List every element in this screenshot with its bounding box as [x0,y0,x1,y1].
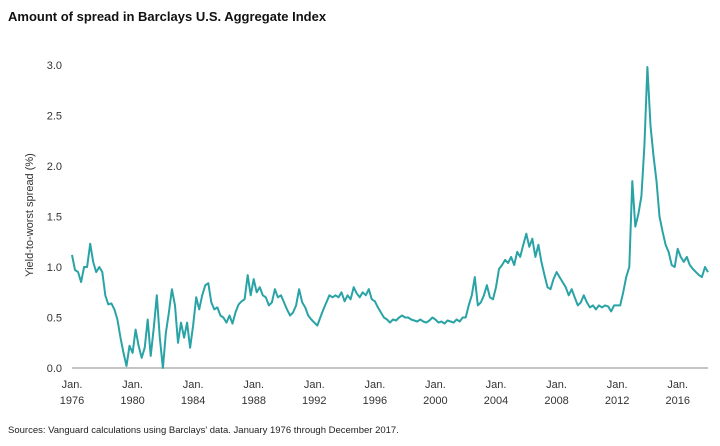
x-tick-year: 2016 [665,395,689,407]
chart-title: Amount of spread in Barclays U.S. Aggreg… [8,9,327,24]
x-tick-year: 2012 [605,395,629,407]
x-tick-month: Jan. [243,379,264,391]
y-axis-label: Yield-to-worst spread (%) [24,153,36,277]
y-tick-label: 1.5 [47,212,62,224]
x-tick-month: Jan. [486,379,507,391]
x-tick-month: Jan. [425,379,446,391]
x-tick-year: 2000 [423,395,447,407]
x-tick-year: 1992 [302,395,326,407]
y-tick-label: 0.0 [47,363,62,375]
y-tick-label: 3.0 [47,60,62,72]
chart-ticks: 0.0 0.5 1.0 1.5 2.0 2.5 3.0 Jan. 1976 Jan. 1980 Jan… [47,60,690,407]
x-tick-year: 1988 [241,395,265,407]
x-tick-year: 2008 [544,395,568,407]
x-tick-month: Jan. [546,379,567,391]
x-tick-year: 1996 [363,395,387,407]
x-tick-month: Jan. [183,379,204,391]
x-tick-month: Jan. [122,379,143,391]
y-tick-label: 2.5 [47,111,62,123]
x-tick-year: 1980 [120,395,144,407]
x-tick-year: 1984 [181,395,205,407]
chart-plot-area [71,66,709,369]
x-tick-month: Jan. [607,379,628,391]
x-tick-month: Jan. [62,379,83,391]
x-tick-year: 1976 [60,395,84,407]
y-tick-label: 0.5 [47,313,62,325]
x-tick-month: Jan. [667,379,688,391]
x-tick-month: Jan. [304,379,325,391]
line-chart: 0.0 0.5 1.0 1.5 2.0 2.5 3.0 Jan. 1976 Jan. 1980 Jan… [24,60,709,407]
y-tick-label: 1.0 [47,262,62,274]
series-line [71,66,709,369]
x-tick-month: Jan. [364,379,385,391]
x-tick-year: 2004 [484,395,508,407]
y-tick-label: 2.0 [47,161,62,173]
source-note: Sources: Vanguard calculations using Bar… [8,425,399,436]
